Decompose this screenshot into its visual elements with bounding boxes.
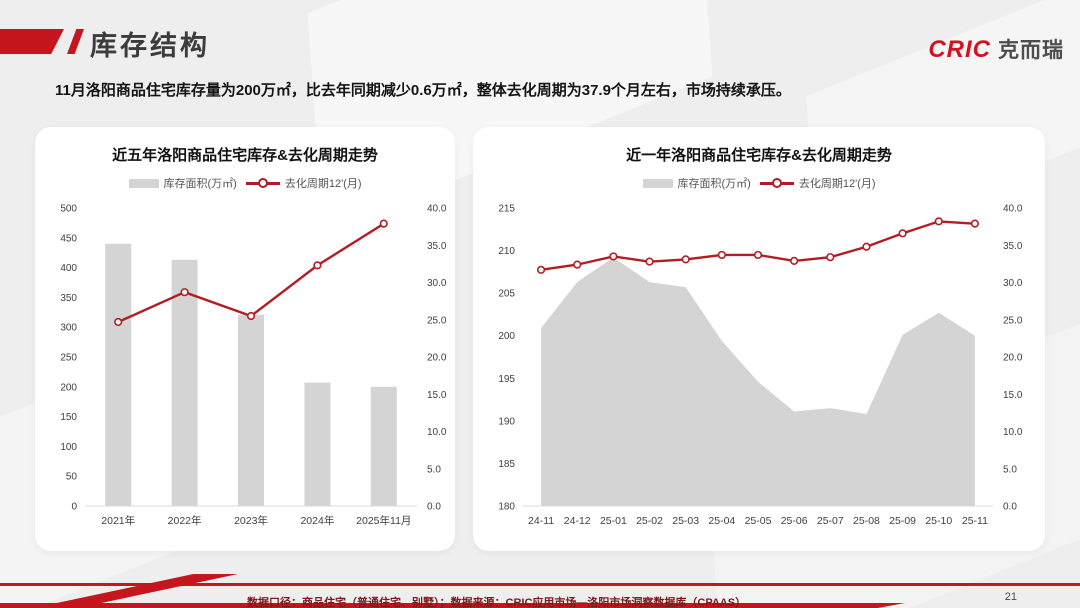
footer-bottom-strip <box>0 603 905 608</box>
svg-text:5.0: 5.0 <box>427 464 441 475</box>
svg-text:25-11: 25-11 <box>962 515 988 527</box>
svg-text:0.0: 0.0 <box>427 502 441 513</box>
svg-text:25-06: 25-06 <box>781 515 808 527</box>
svg-text:25.0: 25.0 <box>1003 315 1023 326</box>
svg-text:450: 450 <box>60 233 77 244</box>
svg-text:205: 205 <box>498 289 515 300</box>
svg-text:0: 0 <box>71 502 77 513</box>
svg-text:15.0: 15.0 <box>427 390 447 401</box>
footer-note: 数据口径：商品住宅（普通住宅、别墅）；数据来源：CRIC应用市场—洛阳市场洞察数… <box>247 597 747 608</box>
svg-text:210: 210 <box>498 246 515 257</box>
svg-text:100: 100 <box>60 442 77 453</box>
svg-text:24-11: 24-11 <box>528 515 554 527</box>
bar-swatch-icon <box>642 178 673 188</box>
chart-legend: 库存面积(万㎡) 去化周期12'(月) <box>35 175 455 191</box>
svg-text:20.0: 20.0 <box>427 353 447 364</box>
one-year-chart-canvas: 180 185 190 195 200 205 210 215 0.0 5.0 10.0 15.0 20… <box>498 204 1023 528</box>
svg-text:25-05: 25-05 <box>745 515 772 527</box>
svg-text:25-10: 25-10 <box>925 515 952 527</box>
svg-text:25-02: 25-02 <box>636 515 663 527</box>
legend-label: 库存面积(万㎡) <box>163 178 237 190</box>
legend-label: 去化周期12'(月) <box>798 178 876 190</box>
svg-text:180: 180 <box>498 502 515 513</box>
chart-card-five-year: 近五年洛阳商品住宅库存&去化周期走势 库存面积(万㎡) 去化周期12'(月) 0… <box>35 127 455 551</box>
svg-text:20.0: 20.0 <box>1003 353 1023 364</box>
legend-label: 库存面积(万㎡) <box>677 178 751 190</box>
page-title: 库存结构 <box>90 31 210 61</box>
svg-text:15.0: 15.0 <box>1003 390 1023 401</box>
legend-label: 去化周期12'(月) <box>284 178 362 190</box>
svg-text:35.0: 35.0 <box>427 241 447 252</box>
svg-text:2025年11月: 2025年11月 <box>356 514 411 527</box>
svg-text:2023年: 2023年 <box>234 514 268 527</box>
svg-text:185: 185 <box>498 459 515 470</box>
svg-text:10.0: 10.0 <box>427 427 447 438</box>
line-swatch-icon <box>759 178 794 188</box>
svg-text:500: 500 <box>60 204 77 215</box>
svg-text:0.0: 0.0 <box>1003 502 1017 513</box>
line-swatch-icon <box>245 178 280 188</box>
svg-text:250: 250 <box>60 353 77 364</box>
legend-item-inventory: 库存面积(万㎡) <box>128 175 237 191</box>
svg-text:350: 350 <box>60 293 77 304</box>
svg-text:5.0: 5.0 <box>1003 464 1017 475</box>
svg-text:195: 195 <box>498 374 515 385</box>
svg-text:35.0: 35.0 <box>1003 241 1023 252</box>
page-number: 21 <box>1004 591 1017 603</box>
footer-divider-line <box>0 583 1080 586</box>
svg-text:190: 190 <box>498 416 515 427</box>
svg-text:300: 300 <box>60 323 77 334</box>
header-accent-bar <box>0 29 64 54</box>
svg-text:25-01: 25-01 <box>600 515 627 527</box>
svg-text:24-12: 24-12 <box>564 515 591 527</box>
cric-logo-chinese: 克而瑞 <box>998 39 1064 62</box>
svg-text:40.0: 40.0 <box>1003 204 1023 215</box>
svg-text:25-04: 25-04 <box>708 515 735 527</box>
five-year-chart-canvas: 0 50 100 150 200 250 300 350 400 450 500 0.0 5.0 10.0… <box>60 204 447 528</box>
summary-text: 11月洛阳商品住宅库存量为200万㎡，比去年同期减少0.6万㎡，整体去化周期为3… <box>55 82 791 99</box>
svg-text:30.0: 30.0 <box>427 278 447 289</box>
chart-title: 近一年洛阳商品住宅库存&去化周期走势 <box>626 147 892 164</box>
header-accent-slash-icon <box>67 29 84 54</box>
svg-text:40.0: 40.0 <box>427 204 447 215</box>
svg-text:400: 400 <box>60 263 77 274</box>
legend-item-cycle: 去化周期12'(月) <box>759 175 876 191</box>
legend-item-cycle: 去化周期12'(月) <box>245 175 362 191</box>
chart-legend: 库存面积(万㎡) 去化周期12'(月) <box>473 175 1045 191</box>
svg-text:2022年: 2022年 <box>168 514 202 527</box>
svg-text:30.0: 30.0 <box>1003 278 1023 289</box>
bar-swatch-icon <box>128 178 159 188</box>
chart-title: 近五年洛阳商品住宅库存&去化周期走势 <box>112 147 378 164</box>
svg-text:215: 215 <box>498 204 515 215</box>
svg-text:200: 200 <box>498 331 515 342</box>
svg-text:200: 200 <box>60 382 77 393</box>
svg-text:25.0: 25.0 <box>427 315 447 326</box>
cric-logo-latin: CRIC <box>928 36 991 63</box>
svg-text:2024年: 2024年 <box>300 514 334 527</box>
svg-text:25-07: 25-07 <box>817 515 844 527</box>
svg-text:25-09: 25-09 <box>889 515 916 527</box>
cric-logo: CRIC 克而瑞 <box>928 34 1064 64</box>
svg-text:25-03: 25-03 <box>672 515 699 527</box>
legend-item-inventory: 库存面积(万㎡) <box>642 175 751 191</box>
svg-text:10.0: 10.0 <box>1003 427 1023 438</box>
svg-text:25-08: 25-08 <box>853 515 880 527</box>
chart-card-one-year: 近一年洛阳商品住宅库存&去化周期走势 库存面积(万㎡) 去化周期12'(月) 1… <box>473 127 1045 551</box>
svg-text:50: 50 <box>66 472 78 483</box>
footer-diagonal-shape <box>52 574 238 604</box>
svg-text:150: 150 <box>60 412 77 423</box>
svg-text:2021年: 2021年 <box>101 514 135 527</box>
